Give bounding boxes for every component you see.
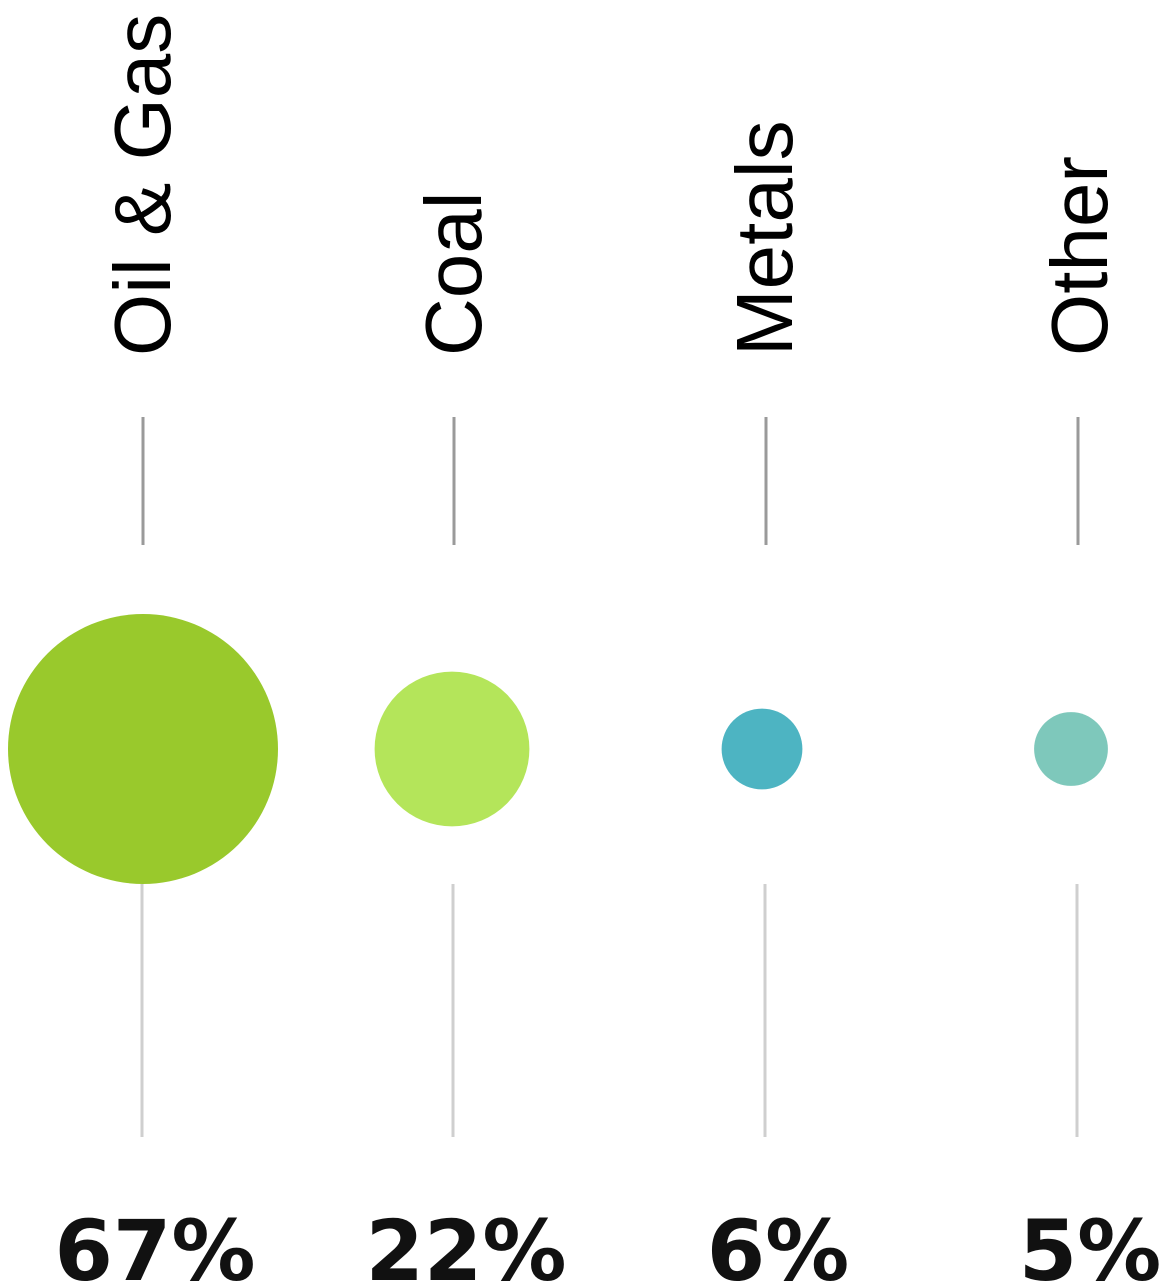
category-label-oil-gas: Oil & Gas <box>98 14 187 356</box>
bubble-coal <box>374 671 530 827</box>
category-label-metals: Metals <box>720 120 809 356</box>
value-label-other: 5% <box>1019 1202 1162 1283</box>
category-label-coal: Coal <box>409 191 498 356</box>
bubble-oil-gas <box>8 614 278 884</box>
value-label-coal: 22% <box>365 1202 566 1283</box>
category-label-other: Other <box>1035 156 1124 356</box>
value-label-metals: 6% <box>707 1202 850 1283</box>
value-label-oil-gas: 67% <box>54 1202 255 1283</box>
bubble-other <box>1034 712 1108 786</box>
bubble-metals <box>721 708 803 790</box>
chart-marks: Oil & Gas 67% Coal 22% Metals 6% Other 5% <box>8 14 1161 1283</box>
